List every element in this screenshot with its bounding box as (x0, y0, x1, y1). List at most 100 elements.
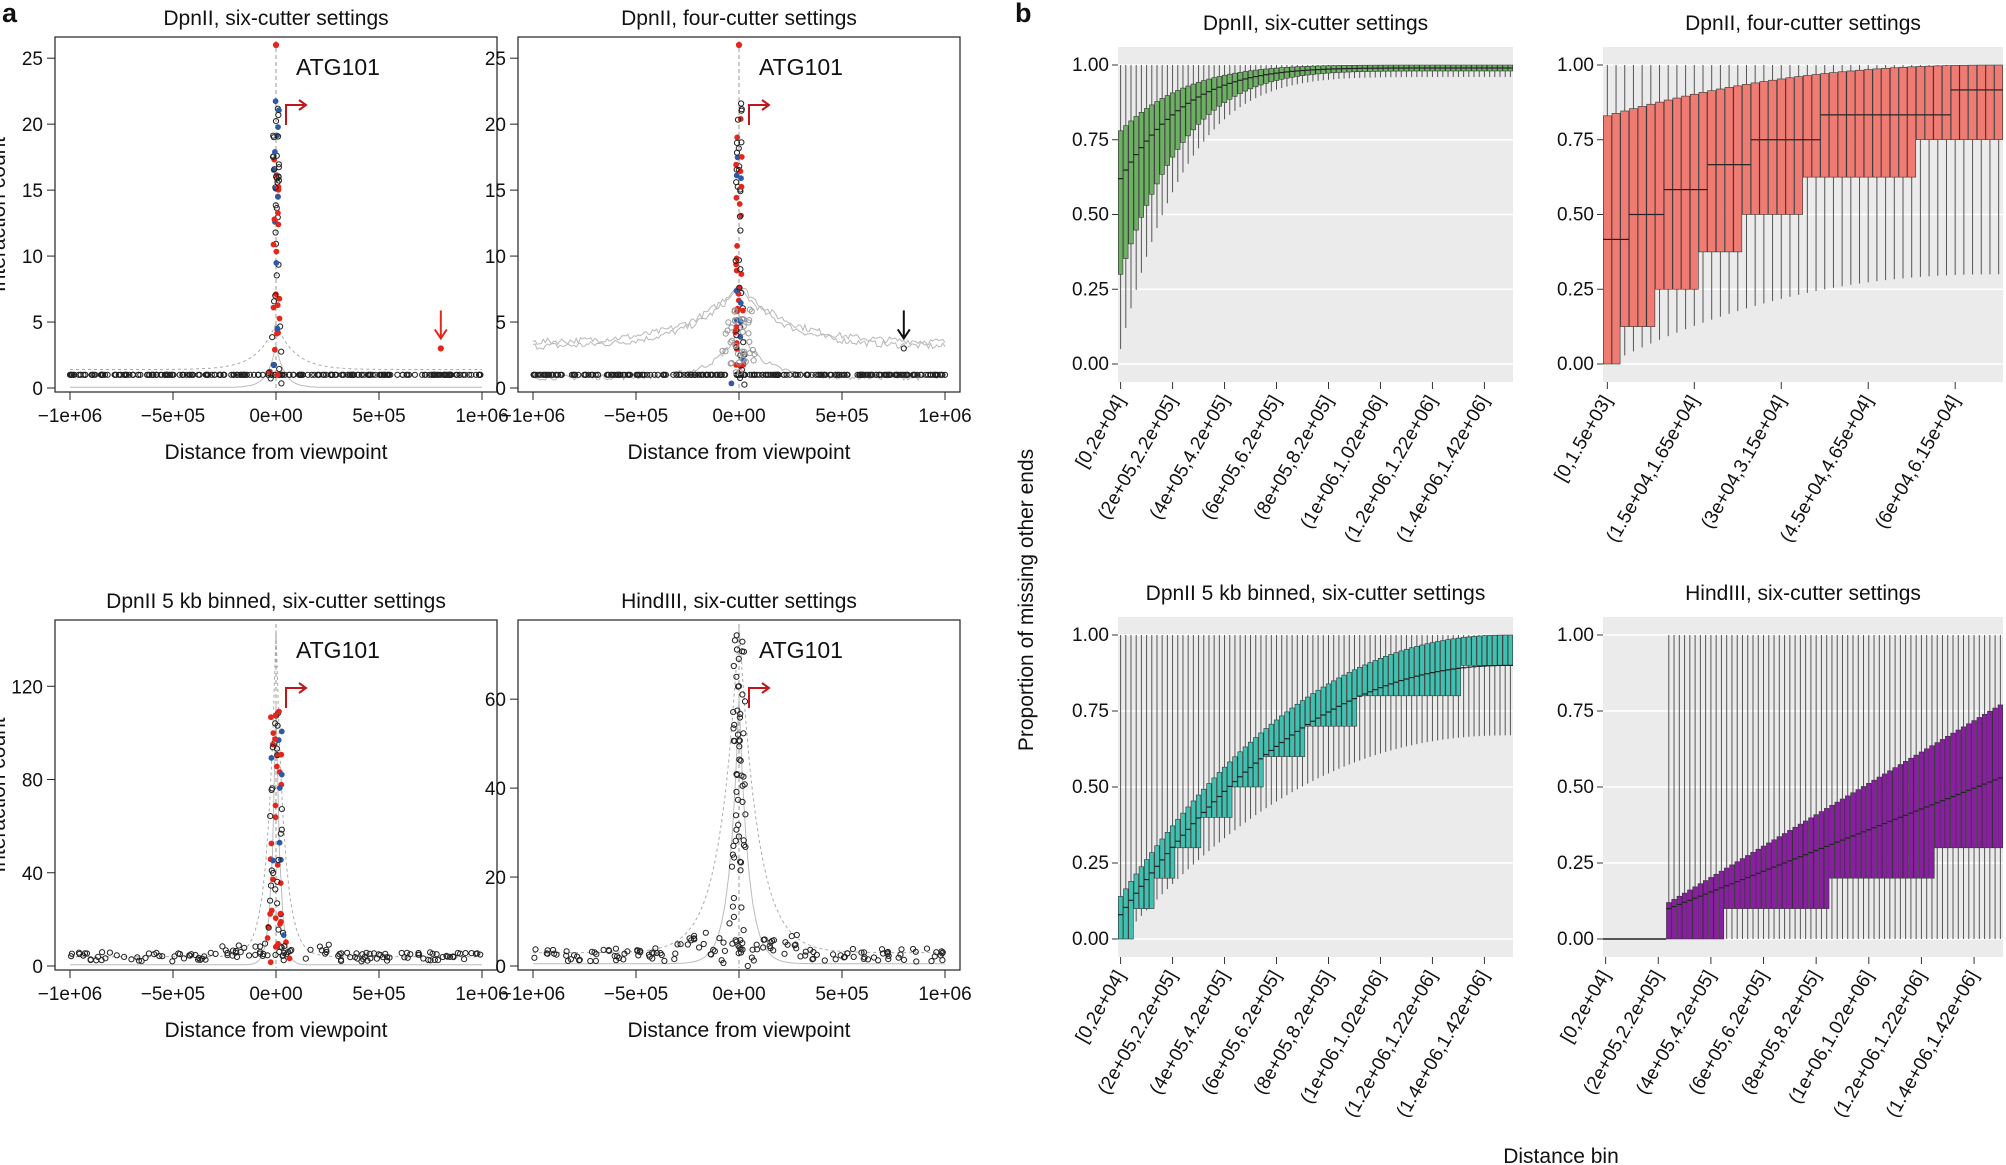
data-point (454, 371, 461, 378)
box (1976, 717, 1982, 849)
data-point (271, 362, 277, 368)
data-point (895, 954, 902, 961)
data-point (900, 956, 908, 964)
data-point (739, 328, 746, 335)
data-point (278, 751, 285, 758)
tss-arrow (285, 687, 304, 708)
plots-layer: DpnII, six-cutter settings −1e+06 −5e+05 0e… (0, 7, 2004, 1121)
data-point (280, 932, 287, 938)
box (1221, 766, 1228, 818)
data-point (270, 134, 277, 141)
data-point (307, 946, 314, 953)
data-point (740, 316, 747, 323)
data-point (730, 709, 737, 716)
data-point (745, 319, 752, 326)
y-tick-label: 25 (22, 49, 43, 70)
data-point (732, 837, 739, 845)
x-tick-label: (3e+04,3.15e+04] (1697, 392, 1790, 532)
box (1997, 704, 2004, 849)
tss-arrow (748, 687, 767, 708)
data-point (264, 935, 271, 941)
background-model-upper (70, 630, 482, 958)
data-point (276, 839, 283, 846)
data-point (437, 345, 444, 352)
data-point (786, 371, 793, 378)
data-point (203, 371, 210, 378)
box (1481, 635, 1488, 666)
box (1258, 69, 1264, 86)
box (1966, 723, 1972, 849)
box (1195, 794, 1202, 849)
box (1320, 686, 1326, 727)
data-point (731, 721, 738, 728)
data-point (738, 107, 745, 114)
data-point (939, 957, 946, 964)
box (1492, 634, 1498, 666)
data-point (272, 98, 279, 105)
y-tick-label: 0.00 (1072, 929, 1109, 950)
data-point (241, 944, 248, 952)
data-point (700, 940, 707, 948)
data-point (267, 375, 274, 382)
data-point (259, 952, 266, 960)
x-tick-label: −1e+06 (38, 406, 102, 427)
data-point (434, 371, 441, 378)
data-point (740, 837, 747, 844)
data-point (568, 371, 576, 378)
data-point (735, 950, 742, 957)
box (1273, 67, 1280, 81)
data-point (788, 933, 795, 940)
box (1450, 638, 1456, 697)
data-point (804, 371, 811, 378)
box (1429, 642, 1436, 697)
data-point (654, 371, 661, 378)
y-axis-label: Interaction count (0, 137, 10, 292)
data-point (347, 371, 354, 378)
box (1497, 634, 1503, 666)
data-point (272, 802, 279, 809)
data-point (269, 744, 276, 751)
data-point (885, 952, 892, 960)
data-point (810, 955, 817, 962)
data-point (272, 736, 279, 742)
box (1487, 635, 1493, 666)
x-tick-label: (1.4e+06,1.42e+06] (1882, 967, 1983, 1121)
box (1289, 707, 1295, 757)
data-point (670, 371, 677, 378)
data-point (807, 946, 814, 953)
data-point (121, 953, 128, 961)
data-point (927, 371, 935, 378)
data-point (254, 371, 262, 378)
data-point (734, 350, 742, 357)
box (1118, 896, 1124, 940)
data-point (272, 184, 279, 191)
data-point (201, 953, 208, 960)
data-point (611, 371, 618, 378)
data-point (333, 371, 340, 378)
data-point (286, 955, 293, 962)
data-point (361, 953, 368, 960)
y-tick-label: 0.50 (1072, 777, 1109, 798)
y-tick-label: 0.25 (1072, 279, 1109, 300)
data-points (530, 41, 949, 388)
data-point (439, 953, 446, 961)
data-point (931, 953, 938, 960)
data-point (837, 952, 844, 959)
data-point (634, 948, 641, 955)
box (1242, 746, 1248, 788)
data-point (684, 371, 692, 378)
data-point (370, 950, 378, 957)
box (1818, 811, 1825, 909)
box (1811, 74, 1821, 178)
x-tick-label: −5e+05 (141, 984, 205, 1005)
box (1837, 71, 1847, 178)
data-point (161, 371, 168, 378)
box (1637, 106, 1647, 327)
data-point (734, 116, 742, 123)
x-tick-label: (6e+04,6.15e+04] (1871, 392, 1964, 532)
panel-title: DpnII, six-cutter settings (163, 7, 388, 30)
box (1881, 773, 1888, 879)
data-point (900, 345, 907, 352)
data-point (734, 134, 741, 141)
data-point (730, 737, 737, 744)
